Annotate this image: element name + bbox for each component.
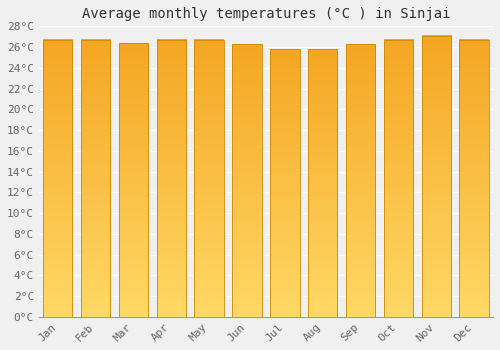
Bar	[270, 49, 300, 317]
Bar	[346, 44, 376, 317]
Bar	[194, 40, 224, 317]
Bar	[384, 40, 413, 317]
Bar	[422, 36, 451, 317]
Bar	[232, 44, 262, 317]
Bar	[460, 40, 489, 317]
Bar	[118, 43, 148, 317]
Bar	[308, 49, 338, 317]
Bar	[156, 40, 186, 317]
Bar	[81, 40, 110, 317]
Bar	[43, 40, 72, 317]
Title: Average monthly temperatures (°C ) in Sinjai: Average monthly temperatures (°C ) in Si…	[82, 7, 450, 21]
